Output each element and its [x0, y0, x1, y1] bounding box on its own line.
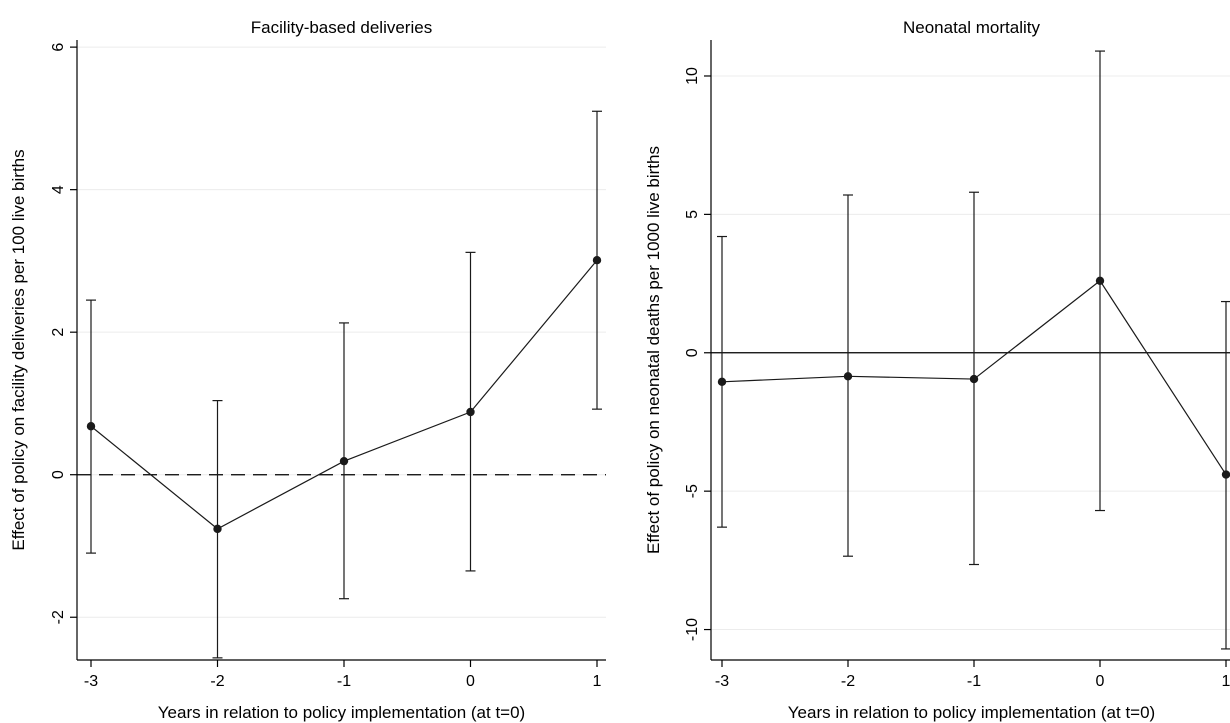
y-tick-label: 2: [50, 328, 67, 337]
x-tick-label: -1: [337, 673, 351, 690]
x-tick-label: 1: [1222, 673, 1230, 690]
y-axis-title: Effect of policy on facility deliveries …: [9, 149, 28, 550]
x-tick-label: 0: [466, 673, 475, 690]
chart-title: Neonatal mortality: [903, 18, 1041, 37]
y-axis-title: Effect of policy on neonatal deaths per …: [644, 146, 663, 554]
data-point: [86, 422, 96, 431]
y-tick-label: -5: [684, 484, 701, 498]
y-tick-label: -2: [50, 610, 67, 624]
data-point: [717, 377, 727, 387]
data-point: [1095, 276, 1105, 286]
data-point: [1221, 470, 1230, 479]
y-tick-label: 6: [50, 43, 67, 52]
x-tick-label: 0: [1096, 673, 1105, 690]
data-point: [592, 256, 602, 265]
data-point: [969, 374, 979, 384]
data-point: [213, 524, 222, 534]
data-point: [466, 407, 475, 417]
y-tick-label: 10: [684, 67, 701, 85]
x-tick-label: -2: [841, 673, 855, 690]
x-tick-label: 1: [593, 673, 602, 690]
data-point: [843, 372, 853, 381]
x-axis-title: Years in relation to policy implementati…: [788, 703, 1155, 722]
y-tick-label: 0: [684, 348, 701, 357]
facility-deliveries-panel: -2 0 2 4 6 -3 -2 -1 0 1 Facility-based deliveries Y…: [9, 18, 606, 722]
x-tick-label: -2: [210, 673, 224, 690]
y-tick-label: 4: [50, 185, 67, 194]
chart-title: Facility-based deliveries: [251, 18, 432, 37]
x-tick-label: -3: [84, 673, 98, 690]
x-axis-title: Years in relation to policy implementati…: [158, 703, 525, 722]
x-tick-label: -3: [715, 673, 729, 690]
data-point: [339, 456, 349, 466]
x-tick-label: -1: [967, 673, 981, 690]
y-tick-label: 0: [50, 470, 67, 479]
y-tick-label: 5: [684, 210, 701, 219]
y-tick-label: -10: [684, 618, 701, 641]
